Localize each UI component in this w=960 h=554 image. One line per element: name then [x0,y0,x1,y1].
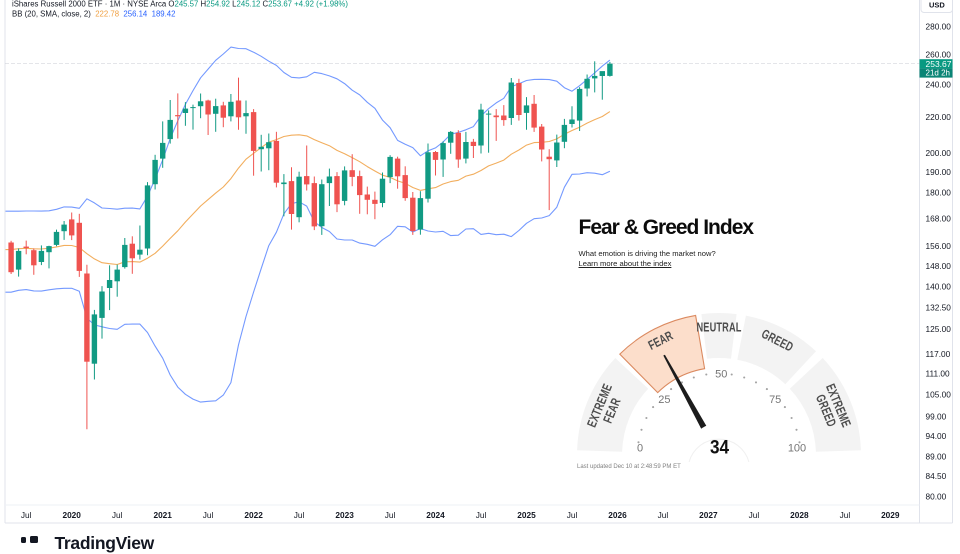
svg-text:156.00: 156.00 [926,241,952,251]
svg-text:Jul: Jul [112,510,123,520]
svg-text:125.00: 125.00 [926,324,952,334]
svg-text:148.00: 148.00 [926,261,952,271]
svg-text:2021: 2021 [153,510,172,520]
svg-text:132.50: 132.50 [926,302,952,312]
svg-text:100: 100 [788,443,806,455]
svg-text:220.00: 220.00 [926,112,952,122]
svg-text:240.00: 240.00 [926,80,952,90]
svg-text:NEUTRAL: NEUTRAL [696,321,741,335]
svg-text:105.00: 105.00 [926,390,952,400]
svg-text:Jul: Jul [567,510,578,520]
svg-text:2022: 2022 [244,510,263,520]
svg-text:34: 34 [710,435,730,457]
svg-text:180.00: 180.00 [926,187,952,197]
svg-text:2029: 2029 [881,510,900,520]
svg-text:190.00: 190.00 [926,167,952,177]
svg-text:21d 2h: 21d 2h [926,69,950,78]
svg-text:Jul: Jul [658,510,669,520]
svg-text:Jul: Jul [476,510,487,520]
svg-text:260.00: 260.00 [926,50,952,60]
svg-text:2024: 2024 [426,510,445,520]
svg-text:280.00: 280.00 [926,22,952,32]
svg-text:140.00: 140.00 [926,282,952,292]
svg-text:Jul: Jul [21,510,32,520]
svg-text:iShares Russell 2000 ETF · 1M: iShares Russell 2000 ETF · 1M · NYSE Arc… [12,0,348,9]
svg-text:200.00: 200.00 [926,148,952,158]
svg-text:117.00: 117.00 [926,349,951,359]
svg-text:2026: 2026 [608,510,627,520]
svg-text:2028: 2028 [790,510,809,520]
svg-text:Jul: Jul [294,510,305,520]
svg-text:Jul: Jul [385,510,396,520]
svg-text:2025: 2025 [517,510,536,520]
svg-text:50: 50 [715,369,727,381]
svg-text:25: 25 [658,394,670,406]
svg-text:Jul: Jul [840,510,851,520]
svg-text:89.00: 89.00 [926,452,947,462]
svg-text:84.50: 84.50 [926,471,947,481]
svg-text:253.67: 253.67 [926,59,952,69]
svg-text:Jul: Jul [749,510,760,520]
svg-text:80.00: 80.00 [926,492,947,502]
svg-text:99.00: 99.00 [926,412,947,422]
svg-text:USD: USD [929,0,945,9]
svg-text:94.00: 94.00 [926,431,947,441]
svg-text:BB (20, SMA, close, 2) 222.78: BB (20, SMA, close, 2) 222.78 256.14 189… [12,10,175,19]
svg-text:2020: 2020 [62,510,81,520]
svg-text:Jul: Jul [203,510,214,520]
svg-text:0: 0 [637,443,643,455]
svg-text:111.00: 111.00 [926,369,951,379]
svg-text:2023: 2023 [335,510,354,520]
svg-text:75: 75 [769,394,781,406]
svg-text:168.00: 168.00 [926,213,952,223]
svg-text:2027: 2027 [699,510,718,520]
